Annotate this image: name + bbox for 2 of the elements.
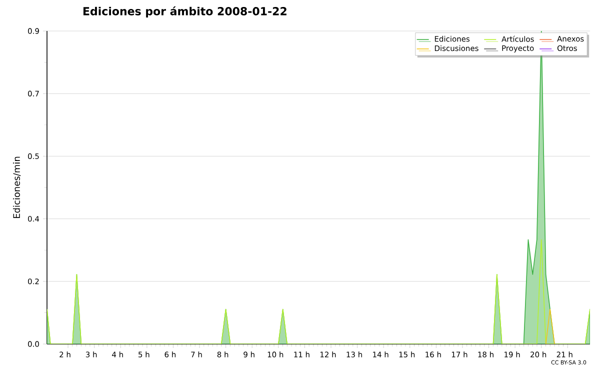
y-axis-title: Ediciones/min [13,156,21,218]
chart-title: Ediciones por ámbito 2008-01-22 [83,6,286,18]
